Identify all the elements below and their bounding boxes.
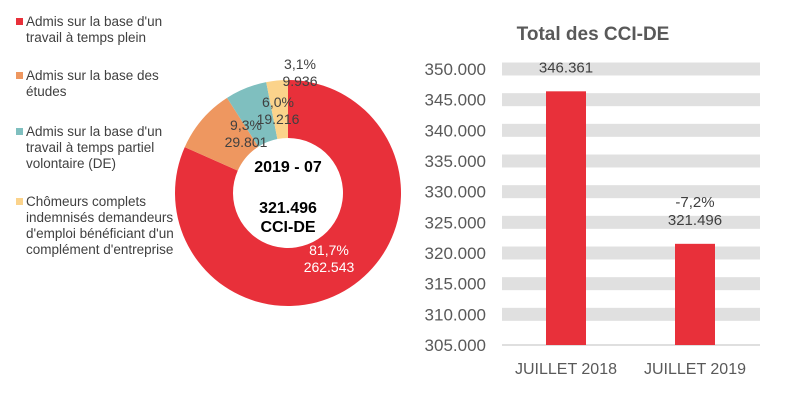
center-total: 321.496 bbox=[259, 200, 317, 217]
slice-percent-label: 81,7% bbox=[309, 242, 349, 258]
legend-item: Admis sur la base d'un travail à temps p… bbox=[16, 14, 186, 46]
x-tick-label: JUILLET 2019 bbox=[644, 361, 746, 378]
legend-item: Chômeurs complets indemnisés demandeurs … bbox=[16, 194, 186, 258]
legend-item: Admis sur la base des études bbox=[16, 68, 186, 100]
y-tick-label: 325.000 bbox=[425, 213, 486, 232]
slice-value-label: 29.801 bbox=[225, 134, 268, 150]
y-tick-label: 335.000 bbox=[425, 152, 486, 171]
slice-value-label: 19.216 bbox=[257, 111, 300, 127]
y-tick-label: 330.000 bbox=[425, 183, 486, 202]
y-tick-label: 340.000 bbox=[425, 121, 486, 140]
pie-legend: Admis sur la base d'un travail à temps p… bbox=[16, 14, 186, 258]
slice-percent-label: 6,0% bbox=[262, 94, 294, 110]
slice-percent-label: 3,1% bbox=[284, 56, 316, 72]
grid-band bbox=[502, 307, 760, 321]
grid-band bbox=[502, 154, 760, 168]
donut-slice bbox=[184, 97, 259, 171]
donut-slice bbox=[266, 80, 288, 140]
donut-slice bbox=[227, 82, 278, 147]
bar-change-label: -7,2% bbox=[675, 194, 714, 211]
x-tick-label: JUILLET 2018 bbox=[515, 361, 617, 378]
bar bbox=[546, 91, 586, 345]
legend-item: Admis sur la base d'un travail à temps p… bbox=[16, 124, 186, 172]
grid-band bbox=[502, 246, 760, 260]
legend-swatch bbox=[16, 72, 23, 79]
grid-band bbox=[502, 123, 760, 137]
center-unit: CCI-DE bbox=[260, 219, 315, 236]
slice-percent-label: 9,3% bbox=[230, 117, 262, 133]
bar-value-label: 346.361 bbox=[539, 59, 593, 76]
grid-band bbox=[502, 277, 760, 291]
bar-chart-title: Total des CCI-DE bbox=[517, 24, 670, 45]
legend-label: Admis sur la base d'un travail à temps p… bbox=[26, 14, 163, 45]
grid-band bbox=[502, 185, 760, 199]
legend-swatch bbox=[16, 198, 23, 205]
donut-slice bbox=[175, 80, 401, 306]
slice-value-label: 262.543 bbox=[304, 259, 355, 275]
y-tick-label: 305.000 bbox=[425, 336, 486, 355]
legend-label: Admis sur la base des études bbox=[26, 68, 159, 99]
y-tick-label: 350.000 bbox=[425, 60, 486, 79]
y-tick-label: 315.000 bbox=[425, 275, 486, 294]
legend-swatch bbox=[16, 128, 23, 135]
legend-swatch bbox=[16, 18, 23, 25]
bar-value-label: 321.496 bbox=[668, 212, 722, 229]
bar bbox=[675, 243, 715, 345]
grid-band bbox=[502, 62, 760, 76]
legend-label: Admis sur la base d'un travail à temps p… bbox=[26, 124, 163, 171]
legend-label: Chômeurs complets indemnisés demandeurs … bbox=[26, 194, 174, 257]
y-tick-label: 345.000 bbox=[425, 91, 486, 110]
y-tick-label: 310.000 bbox=[425, 305, 486, 324]
center-period: 2019 - 07 bbox=[254, 159, 322, 176]
slice-value-label: 9.936 bbox=[282, 73, 317, 89]
y-tick-label: 320.000 bbox=[425, 244, 486, 263]
grid-band bbox=[502, 93, 760, 107]
